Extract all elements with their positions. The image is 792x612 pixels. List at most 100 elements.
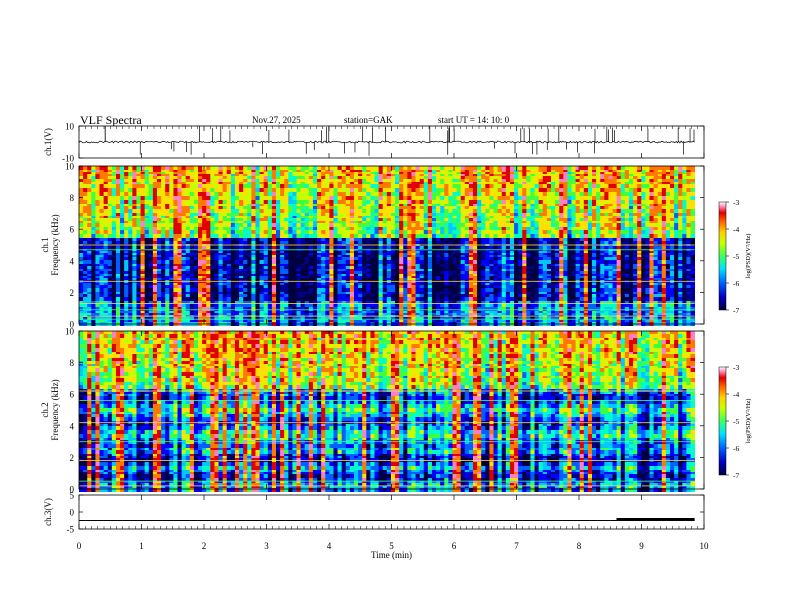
spectrogram-cell (534, 255, 540, 257)
spectrogram-cell (473, 257, 478, 260)
spectrogram-cell (321, 255, 326, 257)
spectrogram-cell (600, 227, 605, 230)
spectrogram-cell (185, 216, 191, 218)
spectrogram-cell (411, 246, 416, 249)
spectrogram-cell (156, 216, 162, 218)
spectrogram-cell (419, 223, 425, 227)
spectrogram-cell (329, 174, 334, 176)
spectrogram-cell (107, 241, 113, 244)
spectrogram-cell (202, 223, 207, 227)
spectrogram-cell (661, 179, 667, 182)
spectrogram-cell (411, 200, 416, 204)
spectrogram-cell (321, 253, 326, 255)
spectrogram-cell (670, 166, 675, 170)
spectrogram-cell (608, 192, 613, 196)
spectrogram-cell (312, 218, 318, 221)
spectrogram-cell (165, 179, 170, 182)
spectrogram-cell (587, 182, 593, 184)
spectrogram-cell (169, 182, 174, 184)
spectrogram-cell (115, 253, 121, 255)
spectrogram-cell (690, 255, 696, 257)
spectrogram-cell (661, 200, 667, 204)
spectrogram-cell (210, 179, 215, 182)
spectrogram-cell (431, 188, 437, 192)
spectrogram-cell (407, 255, 412, 257)
spectrogram-cell (169, 200, 174, 204)
spectrogram-cell (559, 206, 564, 209)
spectrogram-cell (670, 188, 675, 192)
spectrogram-cell (296, 221, 302, 223)
spectrogram-cell (436, 238, 441, 241)
spectrogram-cell (132, 179, 137, 182)
spectrogram-cell (345, 184, 351, 188)
spectrogram-cell (321, 230, 326, 234)
spectrogram-cell (341, 209, 347, 213)
spectrogram-cell (514, 234, 519, 238)
spectrogram-cell (555, 204, 560, 206)
spectrogram-cell (473, 179, 478, 182)
spectrogram-cell (464, 223, 470, 227)
spectrogram-cell (386, 253, 392, 255)
spectrogram-cell (514, 174, 519, 176)
spectrogram-cell (690, 204, 696, 206)
spectrogram-cell (239, 200, 244, 204)
spectrogram-cell (395, 166, 400, 170)
spectrogram-cell (390, 209, 396, 213)
spectrogram-cell (263, 176, 269, 179)
spectrogram-cell (202, 176, 207, 179)
spectrogram-cell (641, 206, 646, 209)
spectrogram-cell (341, 246, 347, 249)
spectrogram-cell (670, 230, 675, 234)
spectrogram-cell (292, 253, 297, 255)
spectrogram-cell (473, 174, 478, 176)
spectrogram-cell (333, 179, 338, 182)
spectrogram-cell (124, 223, 129, 227)
spectrogram-cell (423, 251, 429, 253)
spectrogram-cell (304, 253, 310, 255)
spectrogram-cell (128, 223, 133, 227)
spectrogram-cell (345, 216, 351, 218)
spectrogram-cell (148, 253, 154, 255)
spectrogram-cell (152, 200, 158, 204)
spectrogram-cell (633, 196, 638, 200)
spectrogram-cell (641, 170, 646, 172)
spectrogram-cell (526, 230, 531, 234)
spectrogram-cell (493, 182, 499, 184)
spectrogram-cell (333, 188, 338, 192)
spectrogram-cell (337, 213, 343, 216)
spectrogram-cell (193, 218, 199, 221)
spectrogram-cell (370, 184, 375, 188)
spectrogram-cell (181, 221, 187, 223)
spectrogram-cell (489, 223, 494, 227)
spectrogram-cell (550, 241, 556, 244)
spectrogram-cell (226, 246, 232, 249)
spectrogram-cell (399, 223, 404, 227)
spectrogram-cell (612, 230, 618, 234)
spectrogram-cell (411, 209, 416, 213)
spectrogram-cell (505, 200, 511, 204)
spectrogram-cell (678, 192, 683, 196)
spectrogram-cell (395, 204, 400, 206)
spectrogram-cell (296, 166, 302, 170)
spectrogram-cell (107, 206, 113, 209)
spectrogram-cell (169, 260, 174, 264)
spectrogram-cell (255, 230, 260, 234)
spectrogram-cell (111, 176, 117, 179)
spectrogram-cell (276, 216, 281, 218)
spectrogram-cell (628, 176, 634, 179)
spectrogram-cell (144, 238, 150, 241)
spectrogram-cell (440, 255, 445, 257)
spectrogram-cell (239, 221, 244, 223)
spectrogram-cell (83, 200, 88, 204)
spectrogram-cell (690, 200, 696, 204)
spectrogram-cell (526, 206, 531, 209)
spectrogram-cell (657, 206, 663, 209)
spectrogram-cell (169, 257, 174, 260)
spectrogram-cell (185, 223, 191, 227)
spectrogram-cell (107, 166, 113, 170)
spectrogram-cell (563, 206, 568, 209)
spectrogram-cell (497, 230, 503, 234)
spectrogram-cell (399, 257, 404, 260)
spectrogram-cell (399, 192, 404, 196)
spectrogram-cell (111, 218, 117, 221)
